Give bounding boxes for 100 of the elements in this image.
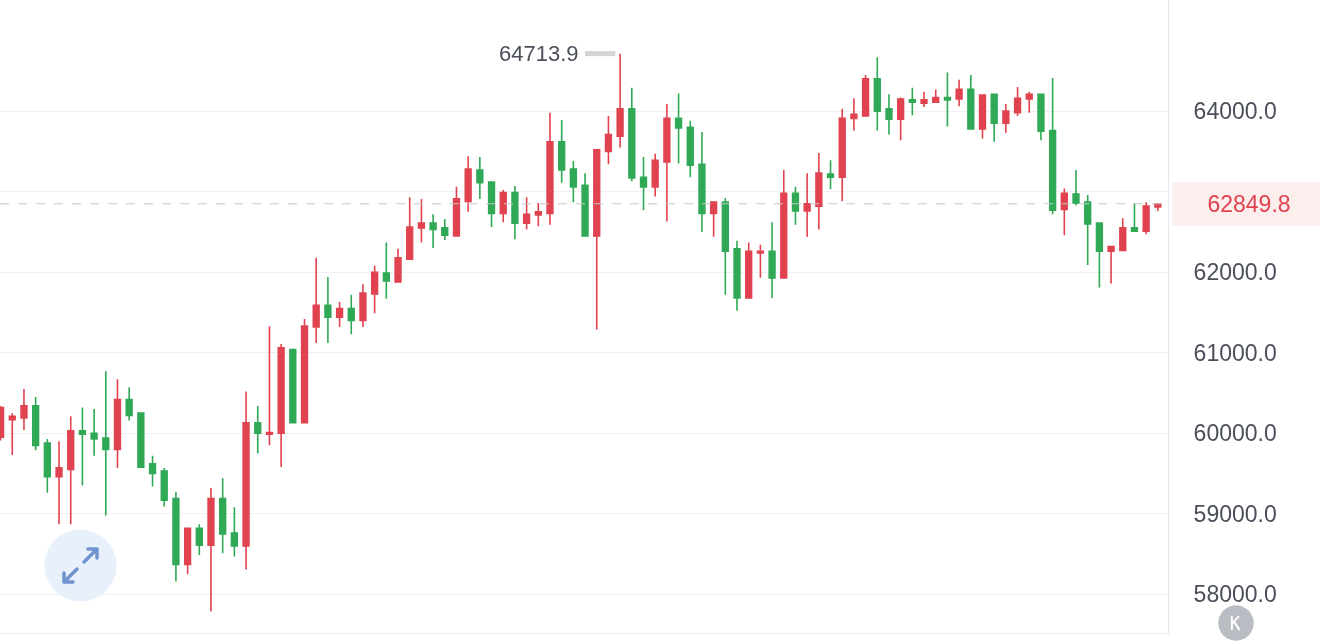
- candlestick: [289, 347, 297, 425]
- candlestick: [417, 198, 426, 244]
- candlestick: [125, 386, 133, 422]
- y-tick-label: 60000.0: [1193, 420, 1277, 447]
- candlestick: [137, 412, 145, 468]
- candlestick: [733, 240, 741, 312]
- candlestick: [943, 71, 952, 128]
- candlestick: [581, 172, 589, 237]
- candlestick: [686, 120, 694, 178]
- candlestick: [265, 325, 274, 447]
- y-tick-label: 61000.0: [1193, 339, 1277, 366]
- candlestick: [663, 103, 671, 223]
- candlestick: [1048, 77, 1057, 216]
- y-tick-label: 62000.0: [1193, 259, 1277, 286]
- candlestick: [768, 221, 776, 299]
- candlestick: [1037, 92, 1045, 141]
- candlestick: [370, 264, 379, 315]
- candlestick: [1107, 245, 1115, 285]
- candlestick: [897, 96, 905, 141]
- candlestick: [967, 74, 975, 130]
- candlestick: [441, 218, 449, 241]
- candlestick: [955, 78, 963, 108]
- candlestick: [277, 343, 285, 468]
- candlestick: [242, 390, 250, 571]
- candlestick: [593, 148, 601, 331]
- candlestick: [172, 491, 180, 583]
- candlestick: [406, 196, 414, 261]
- candlestick: [1119, 217, 1127, 253]
- candlestick: [148, 455, 157, 488]
- y-tick-label: 59000.0: [1193, 500, 1277, 527]
- candlestick: [651, 153, 659, 198]
- y-tick-label: 58000.0: [1193, 581, 1277, 608]
- candlestick: [791, 186, 800, 226]
- candlestick: [359, 283, 367, 328]
- candlestick: [394, 248, 402, 283]
- candlestick: [429, 213, 437, 249]
- candlestick: [885, 93, 893, 136]
- candlestick: [1084, 194, 1092, 266]
- candlestick: [815, 152, 823, 231]
- candlestick: [254, 405, 262, 455]
- candlestick: [780, 169, 788, 279]
- candlestick: [487, 181, 496, 228]
- candlestick: [569, 160, 578, 203]
- candlestick: [1025, 91, 1033, 114]
- candlestick: [160, 467, 168, 508]
- candlestick: [850, 97, 858, 132]
- candlestick: [8, 412, 16, 456]
- candlestick: [861, 74, 870, 117]
- candlestick: [546, 111, 554, 226]
- candlestick: [1130, 202, 1139, 233]
- candlestick: [102, 370, 110, 517]
- candlestick: [628, 86, 636, 182]
- candlestick: [756, 244, 765, 279]
- candlestick: [920, 91, 928, 108]
- candlestick: [616, 52, 624, 149]
- candlestick: [932, 88, 940, 104]
- candlestick: [511, 185, 519, 240]
- candlestick: [230, 506, 239, 558]
- candlestick: [113, 378, 122, 469]
- candlestick: [1095, 222, 1104, 289]
- candlestick: [324, 276, 332, 344]
- candlestick: [558, 119, 566, 184]
- candlestick: [476, 156, 484, 200]
- candlestick: [31, 396, 40, 451]
- candlestick: [1002, 103, 1010, 134]
- candlestick: [838, 107, 846, 203]
- candlestick: [604, 115, 613, 166]
- ref-line-label: 62849.8: [1207, 191, 1291, 217]
- candlestick: [908, 86, 917, 116]
- candlestick: [745, 241, 753, 299]
- candlestick: [1072, 169, 1080, 207]
- candlestick: [803, 172, 811, 238]
- candlestick: [90, 408, 98, 457]
- y-tick-label: 64000.0: [1193, 98, 1277, 125]
- candlestick: [464, 155, 472, 213]
- candlestick: [347, 293, 355, 336]
- candlestick: [67, 415, 75, 526]
- candlestick: [499, 189, 507, 224]
- candlestick: [43, 438, 52, 494]
- candlestick: [990, 92, 998, 143]
- candlestick: [382, 241, 390, 300]
- candlestick: [674, 92, 683, 165]
- candlestick: [300, 318, 309, 424]
- candlestick: [1060, 187, 1068, 236]
- candlestick: [20, 388, 28, 431]
- candlestick: [219, 477, 227, 555]
- candlestick: [207, 487, 215, 613]
- candlestick: [55, 440, 63, 526]
- candlestick: [873, 56, 881, 132]
- annotation: 64713.9: [499, 41, 579, 66]
- candlestick: [978, 94, 987, 140]
- candlestick: [312, 256, 320, 344]
- candlestick: [709, 201, 718, 238]
- candlestick: [1142, 201, 1150, 236]
- candlestick: [1013, 86, 1022, 117]
- candlestick: [721, 197, 729, 296]
- candlestick: [698, 131, 706, 233]
- candlestick: [826, 159, 835, 191]
- candlestick: [183, 526, 192, 576]
- candlestick: [195, 523, 203, 556]
